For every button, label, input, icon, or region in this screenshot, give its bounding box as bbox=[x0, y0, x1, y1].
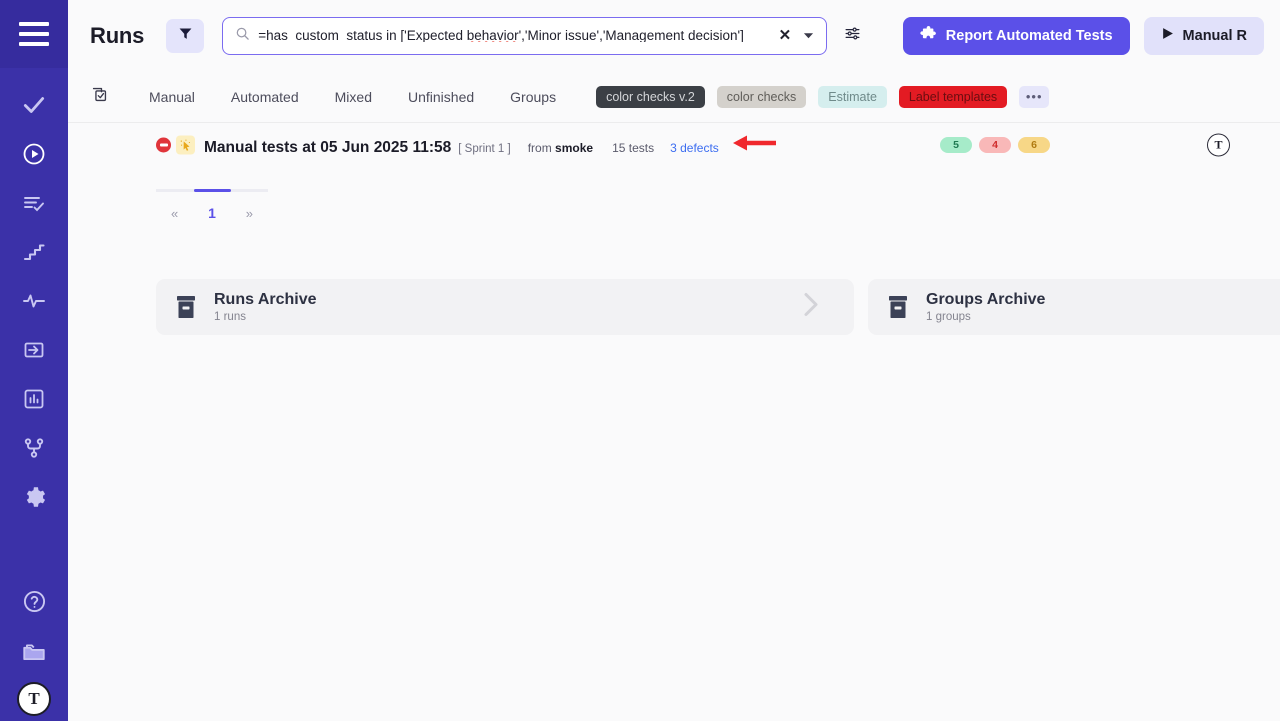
run-assignee-avatar[interactable]: T bbox=[1207, 133, 1230, 157]
run-tests-count: 15 tests bbox=[612, 140, 655, 155]
tab-groups[interactable]: Groups bbox=[510, 88, 557, 105]
run-sprint-badge: [ Sprint 1 ] bbox=[458, 142, 511, 155]
tab-automated[interactable]: Automated bbox=[230, 88, 299, 105]
groups-archive-text: Groups Archive 1 groups bbox=[926, 291, 1045, 323]
pagination-indicator bbox=[156, 189, 268, 192]
status-badge-passed[interactable]: 5 bbox=[940, 137, 972, 153]
table-row[interactable]: Manual tests at 05 Jun 2025 11:58 [ Spri… bbox=[68, 123, 1280, 167]
sidebar-item-settings[interactable] bbox=[0, 472, 68, 521]
folder-icon bbox=[21, 638, 47, 664]
manual-run-label: Manual R bbox=[1182, 27, 1247, 44]
check-icon bbox=[21, 92, 47, 118]
activity-pulse-icon bbox=[22, 289, 46, 313]
sliders-settings-icon bbox=[844, 25, 861, 47]
archive-box-icon bbox=[886, 294, 910, 320]
runs-archive-subtitle: 1 runs bbox=[214, 311, 246, 324]
play-circle-icon bbox=[22, 142, 46, 166]
search-value-prefix: =has_custom_status in ['Expected bbox=[258, 28, 467, 43]
gear-icon bbox=[21, 484, 47, 510]
tab-unfinished[interactable]: Unfinished bbox=[408, 88, 475, 105]
hamburger-menu-icon bbox=[19, 22, 49, 46]
pagination-page-1[interactable]: 1 bbox=[208, 205, 216, 221]
run-source-label: from bbox=[527, 140, 552, 155]
sidebar-item-projects[interactable] bbox=[0, 626, 68, 675]
pagination-controls: « 1 » bbox=[156, 205, 268, 221]
tabs-bar: Manual Automated Mixed Unfinished Groups… bbox=[68, 71, 1280, 123]
run-title: Manual tests at 05 Jun 2025 11:58 bbox=[204, 138, 452, 156]
pagination-next[interactable]: » bbox=[245, 205, 253, 221]
red-left-arrow-annotation bbox=[732, 134, 777, 152]
search-clear-button[interactable]: ✕ bbox=[778, 27, 792, 44]
left-sidebar: T bbox=[0, 0, 68, 721]
status-badge-blocked[interactable]: 6 bbox=[1018, 137, 1050, 153]
sidebar-item-runs[interactable] bbox=[0, 129, 68, 178]
chip-color-checks-v2[interactable]: color checks v.2 bbox=[596, 85, 705, 108]
select-all-button[interactable] bbox=[90, 85, 109, 109]
archive-box-icon bbox=[174, 294, 198, 320]
report-automated-tests-button[interactable]: Report Automated Tests bbox=[902, 16, 1130, 55]
groups-archive-card[interactable]: Groups Archive 1 groups bbox=[868, 279, 1280, 335]
manual-run-button[interactable]: Manual R bbox=[1143, 16, 1264, 55]
magic-cursor-icon bbox=[176, 135, 195, 155]
chevron-right-icon[interactable] bbox=[803, 291, 820, 324]
sidebar-item-import[interactable] bbox=[0, 325, 68, 374]
avatar: T bbox=[17, 682, 51, 716]
label-chips: color checks v.2 color checks Estimate L… bbox=[596, 85, 1050, 108]
search-value-misspelled: behavior bbox=[466, 28, 519, 43]
checklist-icon bbox=[90, 85, 109, 109]
sidebar-user-avatar[interactable]: T bbox=[0, 677, 68, 721]
chip-estimate[interactable]: Estimate bbox=[818, 85, 887, 108]
funnel-icon bbox=[178, 26, 193, 46]
run-source-value: smoke bbox=[555, 140, 594, 155]
import-box-icon bbox=[22, 338, 46, 362]
help-circle-icon bbox=[22, 589, 47, 614]
runs-archive-text: Runs Archive 1 runs bbox=[214, 291, 317, 323]
bar-chart-icon bbox=[22, 387, 46, 411]
run-defects-link[interactable]: 3 defects bbox=[670, 140, 719, 155]
hamburger-menu-button[interactable] bbox=[0, 0, 68, 68]
chips-overflow-button[interactable]: ••• bbox=[1019, 85, 1050, 108]
puzzle-piece-icon bbox=[920, 25, 937, 46]
chevron-down-icon[interactable] bbox=[801, 30, 816, 41]
sidebar-item-plans[interactable] bbox=[0, 178, 68, 227]
chip-color-checks[interactable]: color checks bbox=[716, 85, 807, 108]
run-status-pills: 5 4 6 bbox=[940, 137, 1050, 153]
steps-icon bbox=[22, 240, 46, 264]
pagination-prev[interactable]: « bbox=[171, 205, 179, 221]
page-title: Runs bbox=[90, 22, 145, 48]
sidebar-item-help[interactable] bbox=[0, 577, 68, 626]
sidebar-item-activity[interactable] bbox=[0, 276, 68, 325]
tab-mixed[interactable]: Mixed bbox=[334, 88, 372, 105]
run-info: Manual tests at 05 Jun 2025 11:58 [ Spri… bbox=[204, 134, 777, 157]
git-branch-icon bbox=[22, 436, 46, 460]
sidebar-item-test-cases[interactable] bbox=[0, 80, 68, 129]
sidebar-item-reports[interactable] bbox=[0, 374, 68, 423]
sidebar-item-integrations[interactable] bbox=[0, 423, 68, 472]
tab-manual[interactable]: Manual bbox=[149, 88, 195, 105]
run-source: from smoke bbox=[528, 141, 593, 155]
sidebar-item-shared-steps[interactable] bbox=[0, 227, 68, 276]
search-value-suffix: ','Minor issue','Management decision'] bbox=[518, 28, 744, 43]
search-icon bbox=[235, 26, 250, 46]
search-settings-button[interactable] bbox=[835, 19, 869, 53]
blocked-status-icon[interactable] bbox=[156, 137, 171, 153]
groups-archive-subtitle: 1 groups bbox=[926, 311, 971, 324]
filter-button[interactable] bbox=[166, 18, 205, 53]
pagination: « 1 » bbox=[68, 167, 1280, 221]
archive-cards: Runs Archive 1 runs Groups Archive 1 gro… bbox=[68, 221, 1280, 335]
search-box[interactable]: =has_custom_status in ['Expected behavio… bbox=[222, 16, 828, 55]
runs-archive-card[interactable]: Runs Archive 1 runs bbox=[156, 279, 854, 335]
main-content: Runs =has_custom_status in ['Expected be… bbox=[68, 0, 1280, 721]
report-automated-tests-label: Report Automated Tests bbox=[945, 27, 1113, 44]
runs-archive-title: Runs Archive bbox=[214, 290, 317, 308]
groups-archive-title: Groups Archive bbox=[926, 290, 1046, 308]
chip-label-templates[interactable]: Label templates bbox=[898, 85, 1008, 108]
list-check-icon bbox=[22, 191, 46, 215]
search-input[interactable]: =has_custom_status in ['Expected behavio… bbox=[258, 29, 768, 43]
page-header: Runs =has_custom_status in ['Expected be… bbox=[68, 0, 1280, 71]
status-badge-failed[interactable]: 4 bbox=[979, 137, 1011, 153]
play-triangle-icon bbox=[1161, 27, 1174, 44]
